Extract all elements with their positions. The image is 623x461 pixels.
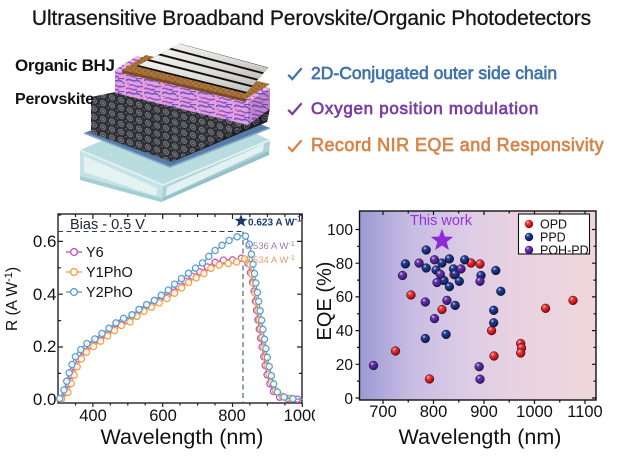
svg-text:PPD: PPD (540, 231, 566, 245)
svg-text:Y1PhO: Y1PhO (86, 265, 133, 281)
svg-text:0.536 A W-1: 0.536 A W-1 (245, 239, 295, 252)
svg-text:400: 400 (79, 407, 107, 425)
svg-text:20: 20 (336, 357, 354, 374)
svg-text:600: 600 (149, 407, 177, 425)
svg-text:0.6: 0.6 (33, 232, 57, 251)
svg-text:900: 900 (470, 403, 498, 421)
svg-text:Y2PhO: Y2PhO (86, 285, 133, 301)
svg-text:This work: This work (410, 213, 473, 229)
svg-text:1000: 1000 (284, 407, 315, 425)
svg-text:1000: 1000 (516, 403, 553, 421)
svg-text:800: 800 (420, 403, 448, 421)
svg-text:0.2: 0.2 (33, 337, 57, 356)
svg-text:0.4: 0.4 (33, 285, 57, 304)
svg-text:R (A W-1): R (A W-1) (3, 267, 21, 331)
svg-text:Wavelength (nm): Wavelength (nm) (101, 425, 264, 449)
svg-text:100: 100 (327, 222, 353, 239)
svg-text:800: 800 (218, 407, 246, 425)
svg-text:700: 700 (369, 403, 397, 421)
svg-text:Y6: Y6 (86, 245, 104, 261)
svg-text:EQE (%): EQE (%) (315, 262, 336, 341)
svg-text:POH-PD: POH-PD (540, 244, 589, 258)
svg-text:0: 0 (344, 391, 353, 408)
svg-text:Bias - 0.5 V: Bias - 0.5 V (70, 217, 145, 233)
svg-text:OPD: OPD (540, 218, 567, 232)
svg-text:1100: 1100 (567, 403, 602, 421)
svg-text:40: 40 (336, 323, 354, 340)
svg-text:60: 60 (336, 289, 354, 306)
svg-text:0.623 A W-1: 0.623 A W-1 (248, 215, 302, 229)
svg-text:0.534 A W-1: 0.534 A W-1 (245, 253, 295, 266)
svg-text:80: 80 (336, 256, 354, 273)
svg-text:0.0: 0.0 (33, 390, 57, 409)
svg-text:Wavelength (nm): Wavelength (nm) (399, 425, 562, 449)
